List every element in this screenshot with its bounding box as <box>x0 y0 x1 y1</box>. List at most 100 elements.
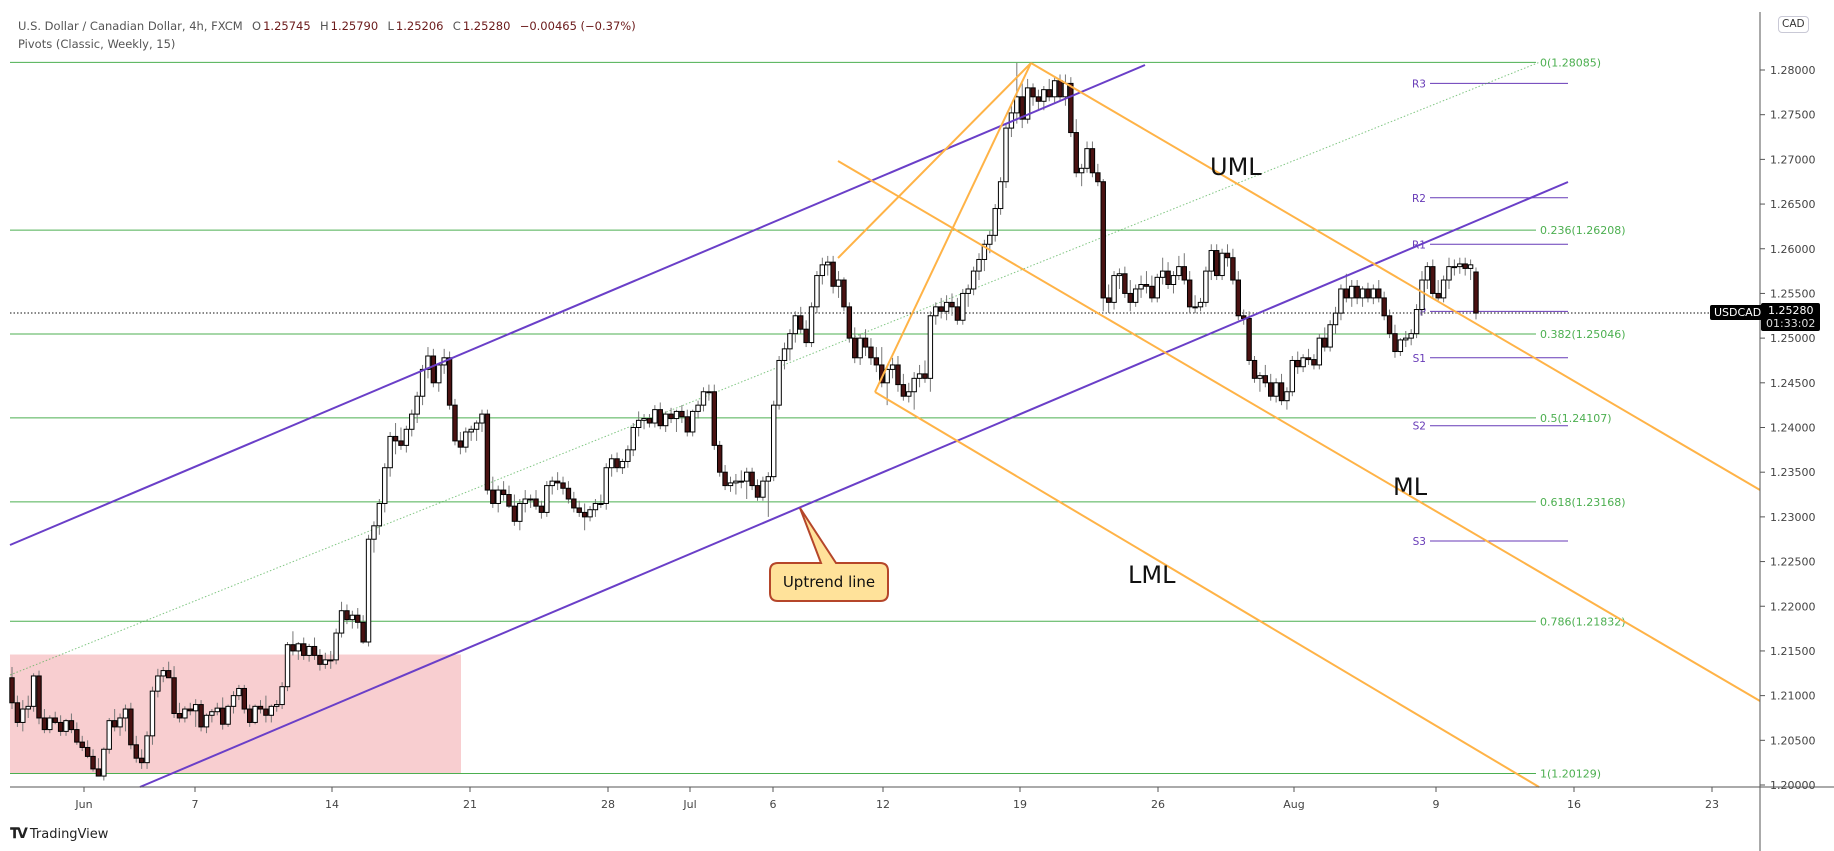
candle <box>722 471 728 487</box>
pivot-label-s3: S3 <box>1413 536 1426 548</box>
price-tick-label: 1.26500 <box>1770 198 1816 211</box>
candle <box>1176 266 1182 277</box>
candle <box>1457 263 1463 268</box>
candle <box>490 489 496 504</box>
candle <box>533 498 539 507</box>
candle <box>430 355 437 384</box>
candle <box>538 505 545 513</box>
price-tick-label: 1.24500 <box>1770 377 1816 390</box>
candle <box>360 621 366 643</box>
candle <box>257 705 264 710</box>
candle <box>1462 263 1468 269</box>
candle <box>1165 270 1171 285</box>
candle <box>252 705 258 723</box>
candle <box>1051 80 1058 98</box>
candle <box>689 410 696 433</box>
candle <box>1122 273 1128 294</box>
candle <box>619 460 626 469</box>
price-tick-label: 1.25000 <box>1770 332 1816 345</box>
time-tick-label: 19 <box>1013 798 1027 811</box>
candle <box>825 261 831 266</box>
price-tick-label: 1.26000 <box>1770 243 1816 256</box>
andrews-pitchfork <box>837 62 1761 788</box>
candle <box>1268 382 1274 397</box>
candle <box>1284 391 1290 402</box>
tradingview-logo-icon: 𝐓V <box>10 826 28 842</box>
candle <box>47 717 53 731</box>
candle <box>981 243 988 260</box>
candle <box>1246 317 1252 361</box>
indicator-pivots-label[interactable]: Pivots (Classic, Weekly, 15) <box>18 37 176 51</box>
currency-badge[interactable]: CAD <box>1778 16 1809 33</box>
consolidation-range-box <box>10 654 461 774</box>
candle <box>52 717 58 723</box>
candle <box>452 404 458 442</box>
label-lml: LML <box>1128 561 1176 589</box>
candle <box>398 440 404 446</box>
candle <box>792 315 799 335</box>
candle <box>754 485 761 498</box>
candle <box>290 644 296 652</box>
candle <box>322 659 329 665</box>
candle <box>95 768 102 777</box>
candle <box>662 413 669 427</box>
candle <box>1197 301 1204 308</box>
pivot-label-s2: S2 <box>1413 421 1426 433</box>
candle <box>635 419 642 429</box>
candle <box>284 644 291 688</box>
candle <box>333 632 339 661</box>
high-value: 1.25790 <box>330 19 379 33</box>
candle <box>84 746 91 757</box>
candle <box>787 333 793 350</box>
candle <box>246 708 253 723</box>
candle <box>1273 382 1279 397</box>
tradingview-logo[interactable]: 𝐓V TradingView <box>10 826 108 842</box>
candle <box>122 708 129 719</box>
price-axis[interactable]: 1.28000 1.27500 1.27000 1.26500 1.26000 1.255… <box>1759 12 1816 851</box>
candle <box>646 418 653 424</box>
candle <box>760 480 766 498</box>
candle <box>338 610 345 634</box>
candle <box>1300 357 1306 368</box>
candle <box>414 395 420 415</box>
weekly-pivot-levels: R3R2R1PS1S2S3 <box>1412 78 1568 548</box>
candle <box>744 471 750 482</box>
candle <box>457 440 464 448</box>
candle <box>1376 288 1382 299</box>
candle <box>808 306 815 344</box>
candle <box>138 757 145 764</box>
candle <box>846 306 853 339</box>
candle <box>160 670 166 677</box>
time-tick-label: 16 <box>1567 798 1581 811</box>
candle <box>1170 275 1177 285</box>
candle <box>1392 333 1398 353</box>
candle <box>1116 273 1123 277</box>
candle <box>1062 82 1069 98</box>
candle <box>630 427 636 451</box>
candle <box>554 480 561 484</box>
uptrend-callout[interactable]: Uptrend line <box>769 507 889 602</box>
candle <box>192 704 199 712</box>
candle <box>1068 82 1074 134</box>
symbol-title[interactable]: U.S. Dollar / Canadian Dollar, 4h, FXCM <box>18 19 243 33</box>
candle <box>1073 132 1079 174</box>
pivot-label-r2: R2 <box>1412 193 1426 205</box>
candle <box>1014 96 1020 114</box>
upper-median-line <box>1030 62 1761 491</box>
candle <box>133 744 139 759</box>
candle <box>1192 306 1198 309</box>
candle <box>711 391 717 446</box>
candle <box>922 373 928 379</box>
candle <box>236 687 242 697</box>
candle <box>889 364 896 370</box>
fib-level-label: 0.5(1.24107) <box>1540 412 1612 425</box>
candle <box>949 301 955 308</box>
candle <box>1408 333 1414 339</box>
candle <box>1105 297 1112 303</box>
time-tick-label: Aug <box>1283 798 1304 811</box>
candle <box>463 431 469 448</box>
candle <box>522 498 528 504</box>
candle <box>970 270 977 290</box>
time-axis[interactable]: Jun 7 14 21 28 Jul 6 12 19 26 Aug 9 16 23 <box>10 786 1834 811</box>
